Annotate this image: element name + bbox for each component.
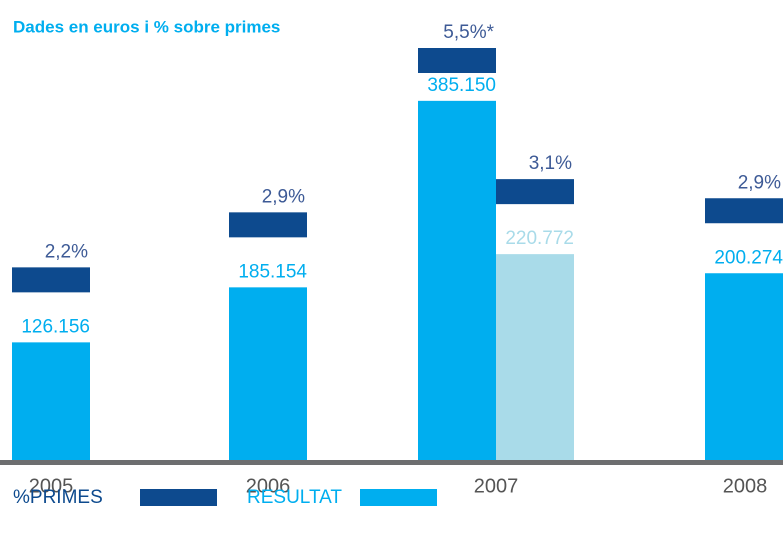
value-label: 185.154 (238, 261, 307, 282)
percent-bar (229, 212, 307, 238)
value-bar (418, 100, 496, 460)
legend-label: RESULTAT (247, 487, 342, 508)
value-label: 385.150 (427, 75, 496, 96)
percent-label: 3,1% (529, 153, 572, 174)
percent-label: 2,9% (738, 172, 781, 193)
baseline (0, 460, 783, 465)
x-tick-label: 2005 (29, 475, 74, 497)
value-bar (705, 273, 783, 460)
x-tick-label: 2006 (246, 475, 291, 497)
value-bar (229, 287, 307, 460)
x-tick-label: 2007 (474, 475, 519, 497)
value-label: 126.156 (21, 316, 90, 337)
percent-bar (418, 48, 496, 73)
legend-swatch (360, 489, 437, 506)
percent-bar (705, 198, 783, 224)
percent-label: 2,2% (45, 241, 88, 262)
chart-title: Dades en euros i % sobre primes (13, 17, 280, 36)
percent-label: 5,5%* (443, 22, 494, 43)
value-label: 200.274 (714, 247, 783, 268)
legend-swatch (140, 489, 217, 506)
percent-label: 2,9% (262, 186, 305, 207)
percent-bar (496, 179, 574, 205)
value-label: 220.772 (505, 228, 574, 249)
value-bar (12, 342, 90, 460)
percent-bar (12, 267, 90, 293)
legend-label: %PRIMES (13, 487, 103, 508)
x-tick-label: 2008 (723, 475, 768, 497)
value-bar (496, 254, 574, 460)
